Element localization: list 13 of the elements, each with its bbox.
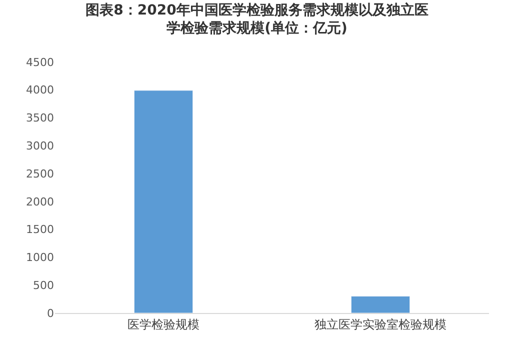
y-tick-label: 2500 <box>26 167 54 180</box>
y-tick-label: 4000 <box>26 84 54 97</box>
x-tick-label: 医学检验规模 <box>128 317 200 332</box>
x-tick-label: 独立医学实验室检验规模 <box>314 317 446 332</box>
y-tick-label: 1000 <box>26 251 54 264</box>
y-tick-label: 1500 <box>26 223 54 236</box>
y-tick-label: 500 <box>33 278 54 292</box>
chart-title: 图表8：2020年中国医学检验服务需求规模以及独立医学检验需求规模(单位：亿元) <box>86 2 428 37</box>
y-tick-label: 3500 <box>26 112 54 125</box>
y-tick-label: 3000 <box>26 140 54 153</box>
y-tick-label: 0 <box>47 306 54 320</box>
y-tick-label: 4500 <box>26 56 54 69</box>
y-tick-label: 2000 <box>26 195 54 208</box>
